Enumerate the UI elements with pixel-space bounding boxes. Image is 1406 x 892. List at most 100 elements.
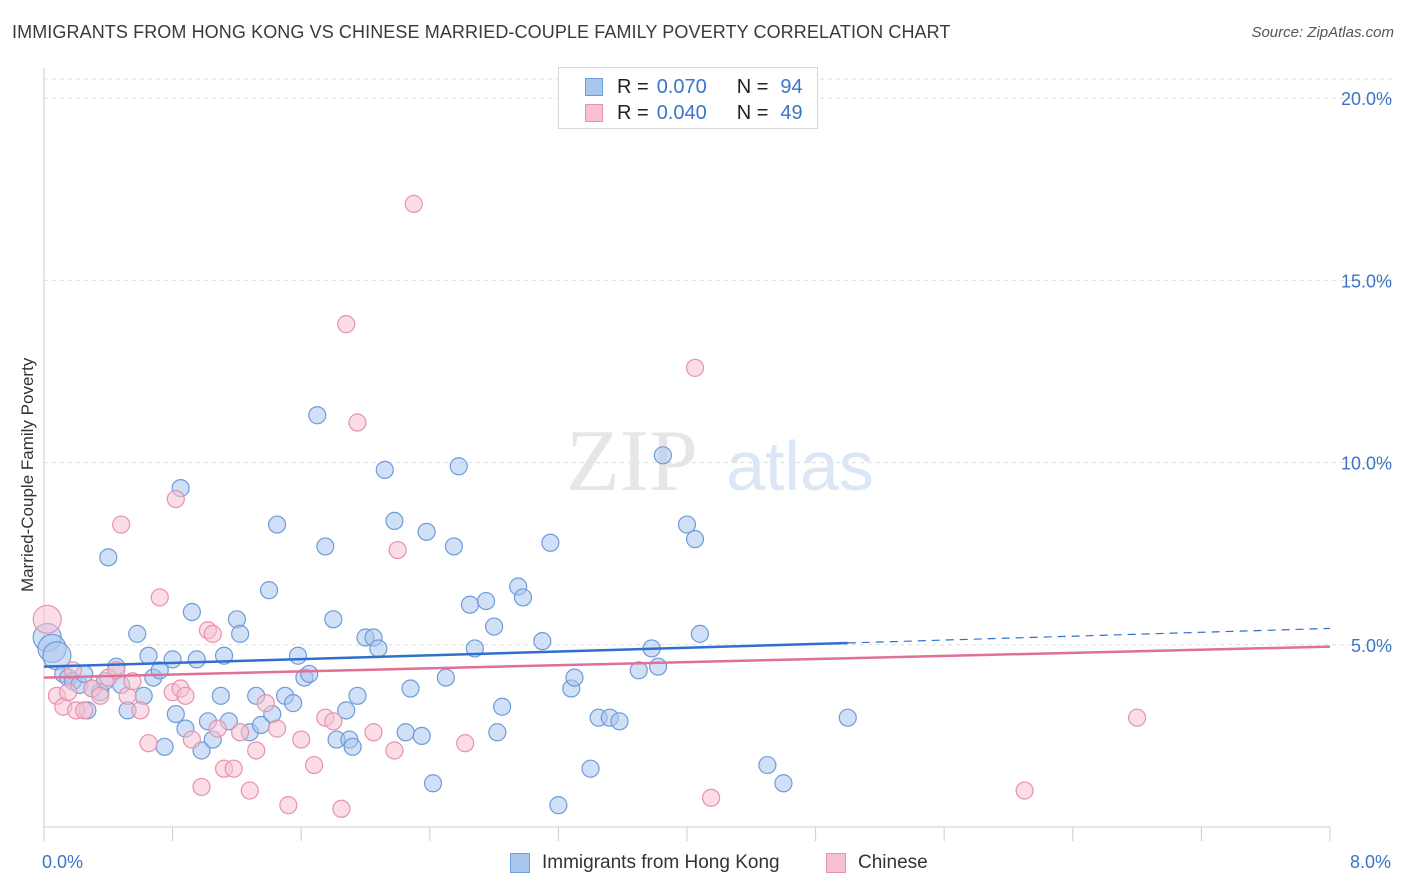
pink-point <box>247 741 266 760</box>
blue-point <box>417 522 436 541</box>
blue-point <box>677 515 697 534</box>
blue-point <box>316 537 335 556</box>
blue-point <box>375 460 394 479</box>
data-points <box>32 194 1147 818</box>
blue-point <box>549 796 568 815</box>
blue-point <box>476 591 496 611</box>
watermark-atlas: atlas <box>726 427 874 505</box>
pink-point <box>1015 781 1034 800</box>
pink-point <box>176 686 195 705</box>
legend-swatch-blue <box>510 853 530 873</box>
blue-point <box>838 708 857 727</box>
pink-point <box>150 588 169 607</box>
blue-point <box>423 774 443 793</box>
pink-point <box>404 194 423 213</box>
trend-lines <box>43 627 1331 679</box>
blue-point <box>685 530 705 549</box>
blue-point <box>565 668 584 687</box>
pink-point <box>337 315 356 334</box>
y-tick-label: 5.0% <box>1351 636 1392 656</box>
r-value: 0.040 <box>656 101 707 124</box>
blue-point <box>259 581 279 600</box>
blue-point <box>401 679 420 698</box>
blue-point <box>541 533 560 552</box>
pink-point <box>91 686 110 705</box>
pink-point <box>59 683 78 702</box>
blue-point <box>493 697 512 716</box>
blue-point <box>308 406 327 425</box>
blue-point <box>324 610 343 629</box>
legend-label: Chinese <box>858 852 928 873</box>
axes <box>43 68 1331 841</box>
blue-trend-line <box>43 641 848 668</box>
legend-swatch-pink <box>585 104 603 122</box>
pink-point <box>75 701 94 720</box>
x-tick-label-max: 8.0% <box>1350 852 1392 872</box>
pink-point <box>123 672 142 691</box>
blue-point <box>187 650 206 669</box>
pink-point <box>231 723 250 742</box>
legend-swatch-blue <box>585 78 603 96</box>
pink-point <box>279 796 298 815</box>
pink-point <box>388 540 407 560</box>
blue-point <box>139 646 158 665</box>
n-label: N = <box>736 101 769 124</box>
pink-point <box>32 604 62 634</box>
pink-point <box>139 734 158 753</box>
blue-point <box>337 701 356 720</box>
stats-legend-row-blue: R = 0.070 N = 94 <box>585 74 803 100</box>
blue-point <box>182 602 201 622</box>
blue-point <box>211 686 230 705</box>
legend-item-hong-kong[interactable]: Immigrants from Hong Kong <box>510 852 780 874</box>
pink-point <box>702 788 721 807</box>
pink-point <box>208 719 227 738</box>
pink-point <box>385 741 404 760</box>
x-tick-label-min: 0.0% <box>42 852 84 872</box>
blue-point <box>385 511 404 531</box>
y-tick-labels: 5.0% 10.0% 15.0% 20.0% <box>1341 89 1392 656</box>
legend-item-chinese[interactable]: Chinese <box>826 852 928 874</box>
blue-point <box>774 774 793 793</box>
blue-point <box>488 723 507 742</box>
grid-lines <box>44 78 1392 646</box>
blue-point <box>231 624 250 643</box>
pink-point <box>685 358 705 377</box>
blue-point <box>436 668 455 687</box>
pink-point <box>182 730 201 749</box>
source-label: Source: ZipAtlas.com <box>1251 24 1394 41</box>
pink-point <box>348 413 367 432</box>
blue-point <box>300 664 319 684</box>
pink-point <box>292 730 311 749</box>
blue-point <box>444 537 464 556</box>
blue-point <box>267 515 287 534</box>
y-tick-label: 15.0% <box>1341 271 1392 291</box>
blue-point <box>166 704 185 724</box>
r-label: R = <box>617 75 649 98</box>
blue-point <box>610 712 629 731</box>
blue-point <box>449 457 468 476</box>
blue-point <box>155 737 174 756</box>
blue-point <box>412 726 431 746</box>
blue-point <box>369 639 388 658</box>
blue-point <box>648 657 668 676</box>
blue-point <box>533 632 552 651</box>
pink-point <box>166 489 185 509</box>
pink-point <box>131 701 150 720</box>
blue-point <box>758 755 777 775</box>
y-tick-label: 20.0% <box>1341 89 1392 109</box>
n-value: 49 <box>780 101 803 124</box>
pink-point <box>324 712 343 731</box>
series-legend: Immigrants from Hong Kong Chinese <box>0 852 1406 878</box>
pink-point <box>332 799 351 818</box>
blue-point <box>690 624 709 643</box>
r-label: R = <box>617 101 649 124</box>
pink-point <box>456 734 475 753</box>
blue-point <box>629 661 648 680</box>
pink-trend-line <box>43 645 1331 679</box>
legend-label: Immigrants from Hong Kong <box>542 852 780 873</box>
pink-point <box>224 759 243 778</box>
n-value: 94 <box>780 75 803 98</box>
legend-swatch-pink <box>826 853 846 873</box>
pink-point <box>240 781 259 800</box>
